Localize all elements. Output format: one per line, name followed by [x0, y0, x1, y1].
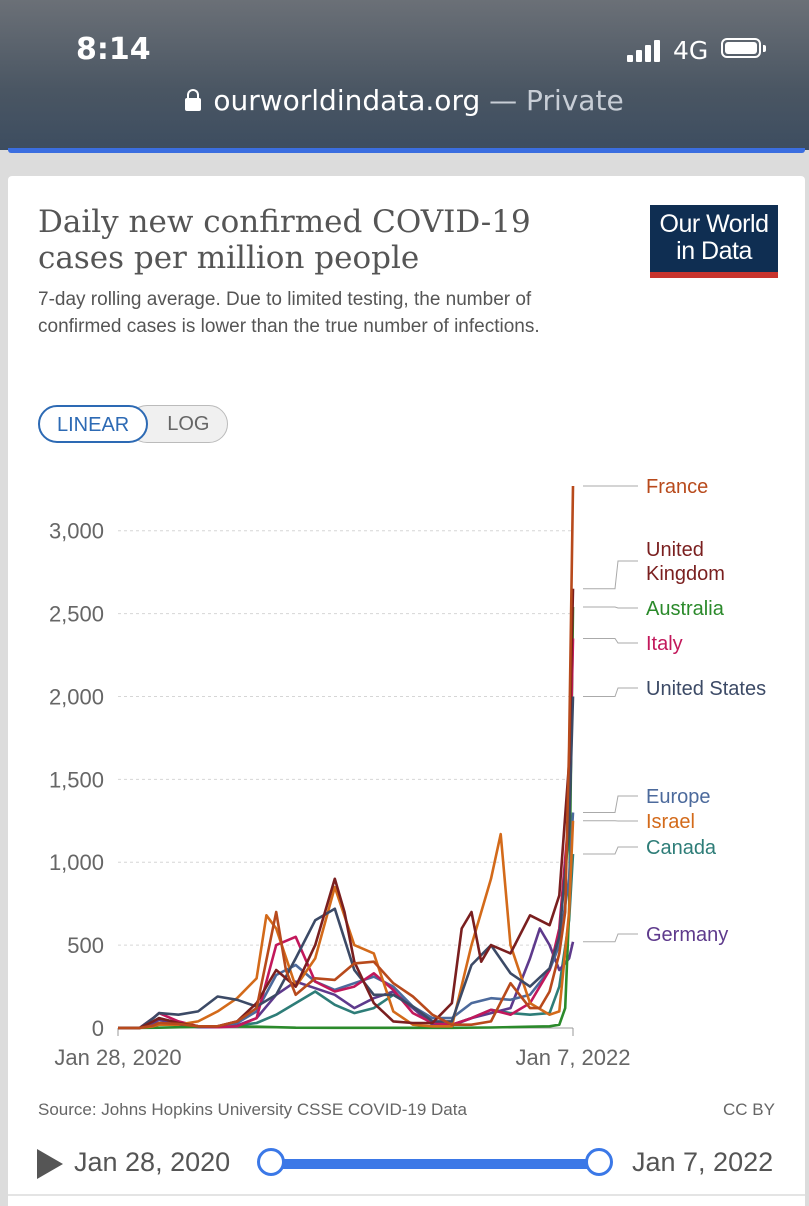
- status-time: 8:14: [76, 32, 151, 67]
- legend-connector: [583, 561, 638, 589]
- y-tick-label: 1,000: [49, 850, 104, 875]
- address-bar[interactable]: ourworldindata.org — Private: [0, 84, 809, 117]
- page-load-strip: [8, 148, 805, 153]
- legend-label-europe[interactable]: Europe: [646, 786, 711, 808]
- timeline-start-date: Jan 28, 2020: [74, 1147, 230, 1178]
- y-tick-label: 0: [92, 1016, 104, 1041]
- series-line-france[interactable]: [118, 486, 573, 1028]
- play-icon[interactable]: [37, 1149, 63, 1179]
- legend-label-united-states[interactable]: United States: [646, 678, 766, 700]
- timeline-end-date: Jan 7, 2022: [632, 1147, 773, 1178]
- divider: [8, 1194, 805, 1196]
- lock-icon: [185, 98, 201, 111]
- linear-scale-button[interactable]: LINEAR: [38, 405, 148, 443]
- legend-label-canada[interactable]: Canada: [646, 837, 717, 859]
- y-tick-label: 2,000: [49, 684, 104, 709]
- network-type: 4G: [673, 36, 708, 65]
- timeline-slider: Jan 28, 2020 Jan 7, 2022: [8, 1144, 805, 1184]
- legend-connector: [583, 607, 638, 608]
- series-line-united-kingdom[interactable]: [118, 589, 573, 1028]
- y-tick-label: 3,000: [49, 519, 104, 544]
- legend-label-israel[interactable]: Israel: [646, 811, 695, 833]
- chart-card: Daily new confirmed COVID-19 cases per m…: [8, 176, 805, 1206]
- legend-connector: [583, 847, 638, 854]
- battery-icon: [721, 38, 761, 58]
- browsing-mode: Private: [526, 84, 624, 117]
- status-bar: 8:14 4G ourworldindata.org — Private: [0, 0, 809, 150]
- legend-label-france[interactable]: France: [646, 476, 708, 498]
- legend-label-germany[interactable]: Germany: [646, 924, 728, 946]
- legend-label-italy[interactable]: Italy: [646, 633, 683, 655]
- line-chart[interactable]: 0 500 1,000 1,500 2,000 2,500 3,000 Jan 28, 20…: [8, 176, 805, 1086]
- signal-icon: [627, 40, 663, 62]
- x-tick-label: Jan 7, 2022: [516, 1045, 631, 1070]
- y-tick-label: 500: [67, 933, 104, 958]
- legend-connector: [583, 934, 638, 942]
- source-note: Source: Johns Hopkins University CSSE CO…: [38, 1100, 467, 1120]
- y-tick-label: 1,500: [49, 767, 104, 792]
- legend-connector: [583, 688, 638, 697]
- license-link[interactable]: CC BY: [723, 1100, 775, 1120]
- timeline-track[interactable]: [270, 1159, 600, 1169]
- url-separator: —: [489, 84, 517, 117]
- timeline-start-handle[interactable]: [257, 1148, 285, 1176]
- legend-connector: [583, 639, 638, 644]
- legend-label-australia[interactable]: Australia: [646, 598, 725, 620]
- x-tick-label: Jan 28, 2020: [54, 1045, 181, 1070]
- timeline-end-handle[interactable]: [585, 1148, 613, 1176]
- legend-connector: [583, 796, 638, 813]
- url-host: ourworldindata.org: [213, 84, 480, 117]
- y-tick-label: 2,500: [49, 602, 104, 627]
